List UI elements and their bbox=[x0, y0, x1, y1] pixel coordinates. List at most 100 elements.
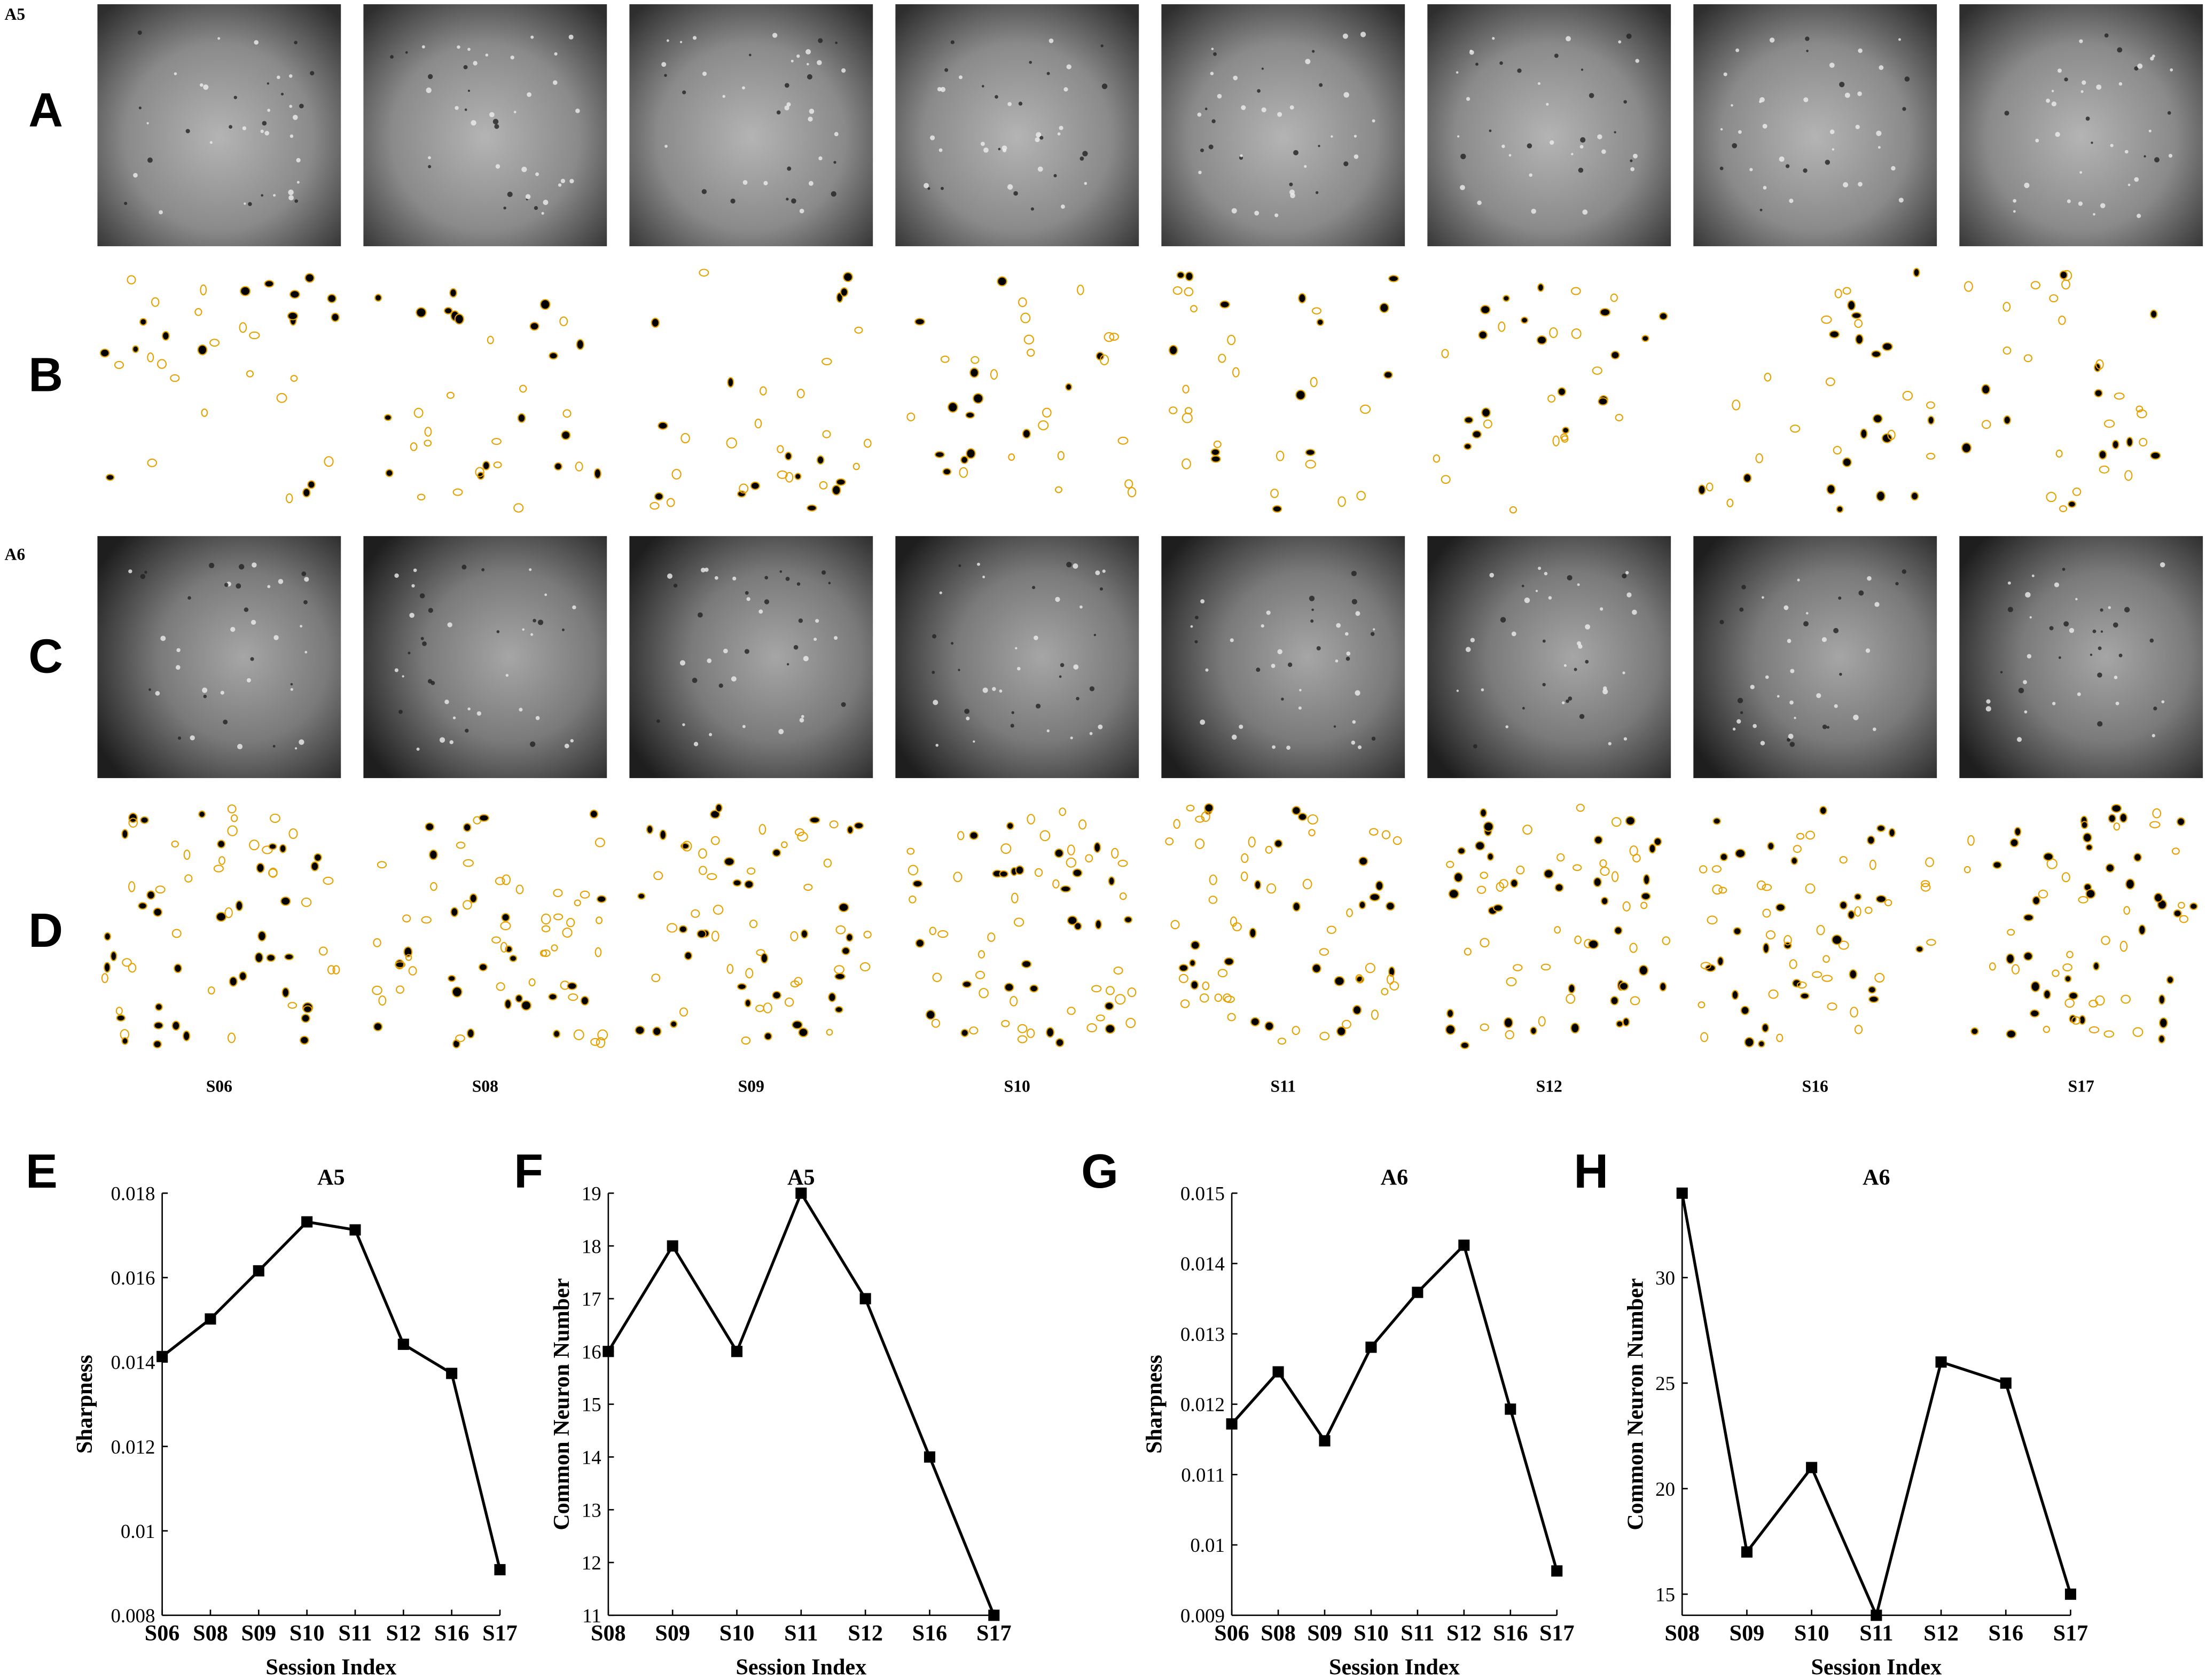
roi-contour bbox=[1219, 300, 1230, 309]
cell-speck bbox=[467, 48, 471, 51]
roi-contour bbox=[1217, 969, 1228, 978]
roi-contour bbox=[1480, 1023, 1489, 1031]
cell-speck bbox=[572, 605, 576, 610]
cell-speck bbox=[2007, 581, 2011, 585]
roi-contour bbox=[1854, 906, 1861, 917]
roi-contour bbox=[310, 861, 319, 872]
roi-contour bbox=[1190, 980, 1199, 990]
roi-contour bbox=[1227, 334, 1236, 346]
roi-contour bbox=[1326, 925, 1336, 934]
roi-contour bbox=[396, 985, 404, 994]
cell-speck bbox=[999, 689, 1003, 693]
roi-contour bbox=[826, 1029, 833, 1036]
cell-speck bbox=[2124, 607, 2130, 613]
roi-contour bbox=[969, 367, 979, 378]
cell-speck bbox=[1580, 137, 1586, 143]
animal-label: A6 bbox=[5, 545, 26, 564]
roi-contour bbox=[99, 348, 110, 358]
cell-speck bbox=[1878, 146, 1881, 149]
roi-contour bbox=[931, 1018, 941, 1028]
cell-speck bbox=[552, 80, 558, 85]
cell-speck bbox=[1623, 737, 1628, 741]
roi-contour bbox=[2049, 294, 2059, 303]
y-tick-label: 0.014 bbox=[1180, 1253, 1225, 1275]
roi-contour bbox=[230, 814, 238, 822]
cell-speck bbox=[1346, 651, 1351, 656]
cell-speck bbox=[679, 41, 683, 43]
roi-contour bbox=[1388, 966, 1395, 977]
roi-contour bbox=[171, 840, 179, 848]
cell-speck bbox=[808, 180, 813, 186]
cell-speck bbox=[1208, 144, 1214, 150]
marker bbox=[253, 1265, 264, 1277]
cell-speck bbox=[444, 700, 449, 704]
microscopy-image bbox=[1427, 536, 1671, 779]
cell-speck bbox=[244, 202, 246, 205]
roi-contour bbox=[715, 803, 723, 813]
roi-contour bbox=[1850, 1007, 1858, 1018]
roi-contour bbox=[1383, 371, 1393, 379]
roi-contour bbox=[1733, 927, 1742, 936]
roi-contour bbox=[1204, 803, 1214, 813]
cell-speck bbox=[779, 570, 783, 573]
cell-speck bbox=[1833, 627, 1839, 633]
cell-speck bbox=[290, 683, 293, 686]
roi-contour bbox=[1480, 872, 1488, 879]
roi-contour bbox=[104, 962, 111, 973]
roi-contour bbox=[1104, 332, 1115, 342]
roi-contour bbox=[726, 437, 737, 449]
roi-contour bbox=[1199, 993, 1209, 1003]
cell-speck bbox=[1732, 143, 1738, 148]
roi-contour bbox=[1042, 407, 1052, 418]
cell-speck bbox=[405, 51, 408, 54]
roi-contour bbox=[1775, 903, 1786, 912]
cell-speck bbox=[791, 59, 794, 62]
cell-speck bbox=[304, 650, 308, 654]
cell-speck bbox=[422, 641, 427, 646]
roi-contour bbox=[101, 973, 108, 984]
cell-speck bbox=[1489, 129, 1492, 132]
roi-contour bbox=[1549, 327, 1558, 339]
cell-speck bbox=[1986, 699, 1991, 704]
roi-contour bbox=[201, 408, 208, 417]
cell-speck bbox=[1351, 570, 1357, 576]
roi-contour bbox=[170, 374, 180, 382]
panel-label: E bbox=[26, 1144, 58, 1198]
roi-contour bbox=[1732, 399, 1741, 411]
roi-contour bbox=[1921, 880, 1930, 888]
cell-speck bbox=[1858, 48, 1863, 53]
roi-contour bbox=[987, 932, 996, 942]
roi-contour bbox=[2030, 281, 2041, 289]
roi-contour bbox=[501, 913, 510, 922]
roi-contour bbox=[128, 881, 136, 892]
cell-speck bbox=[828, 582, 831, 585]
cell-speck bbox=[1261, 624, 1264, 628]
roi-contour bbox=[2095, 359, 2104, 370]
cell-speck bbox=[252, 562, 257, 568]
roi-contour bbox=[574, 899, 581, 907]
cell-speck bbox=[2078, 201, 2083, 206]
cell-speck bbox=[1456, 71, 1459, 74]
cell-speck bbox=[2025, 592, 2031, 598]
roi-contour bbox=[785, 472, 794, 483]
roi-contour bbox=[1358, 857, 1368, 866]
roi-contour bbox=[1369, 893, 1380, 901]
y-tick-label: 0.012 bbox=[111, 1436, 155, 1458]
roi-contour bbox=[750, 481, 760, 490]
cell-speck bbox=[1211, 119, 1216, 123]
cell-speck bbox=[805, 49, 811, 55]
cell-speck bbox=[791, 198, 796, 204]
cell-speck bbox=[1456, 689, 1459, 692]
roi-contour bbox=[515, 884, 524, 894]
cell-speck bbox=[745, 591, 749, 595]
cell-speck bbox=[2148, 129, 2152, 132]
roi-contour bbox=[1516, 865, 1525, 875]
roi-contour bbox=[594, 837, 605, 847]
cell-speck bbox=[2067, 199, 2071, 203]
cell-speck bbox=[244, 607, 249, 613]
x-tick-label: S08 bbox=[1664, 1621, 1700, 1646]
roi-contour bbox=[1821, 975, 1833, 982]
cell-speck bbox=[742, 180, 748, 185]
x-tick-label: S09 bbox=[655, 1621, 690, 1646]
roi-contour bbox=[1566, 993, 1576, 1004]
